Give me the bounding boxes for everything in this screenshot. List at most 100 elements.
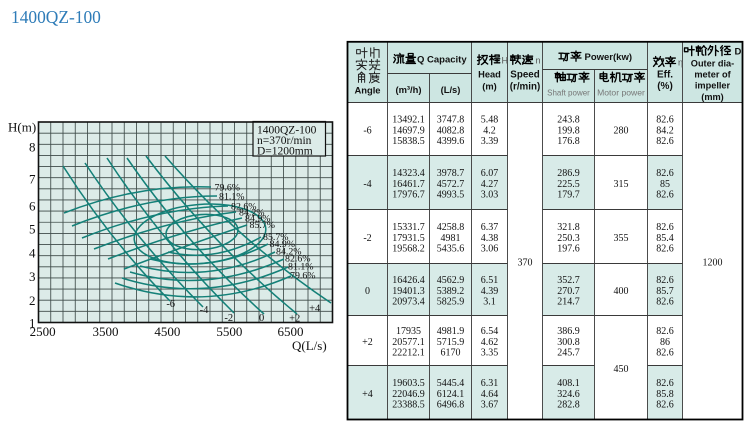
svg-text:5715.9: 5715.9 (437, 337, 465, 348)
svg-text:245.7: 245.7 (557, 348, 580, 359)
svg-text:82.6: 82.6 (656, 326, 674, 337)
svg-text:4.38: 4.38 (481, 233, 499, 244)
svg-text:4.2: 4.2 (483, 125, 496, 136)
svg-text:6170: 6170 (441, 348, 461, 359)
svg-text:1400QZ-100: 1400QZ-100 (11, 7, 101, 27)
svg-text:6.31: 6.31 (481, 378, 499, 389)
svg-text:Q(L/s): Q(L/s) (292, 338, 327, 353)
svg-text:-6: -6 (363, 125, 371, 136)
svg-text:15838.5: 15838.5 (392, 136, 425, 147)
svg-text:8: 8 (29, 140, 36, 155)
svg-text:17935: 17935 (396, 326, 421, 337)
svg-text:(m³/h): (m³/h) (395, 84, 421, 95)
svg-text:n: n (536, 56, 541, 66)
svg-text:+2: +2 (362, 337, 373, 348)
svg-text:5389.2: 5389.2 (437, 286, 465, 297)
svg-text:22046.9: 22046.9 (392, 389, 425, 400)
svg-text:282.8: 282.8 (557, 400, 580, 411)
svg-text:Speed: Speed (510, 70, 539, 81)
svg-text:19603.5: 19603.5 (392, 378, 425, 389)
svg-text:n=370r/min: n=370r/min (257, 135, 312, 147)
svg-text:82.6: 82.6 (656, 168, 674, 179)
svg-text:5435.6: 5435.6 (437, 244, 465, 255)
svg-text:3.35: 3.35 (481, 348, 499, 359)
svg-text:4.39: 4.39 (481, 286, 499, 297)
svg-text:3.39: 3.39 (481, 136, 499, 147)
svg-text:5445.4: 5445.4 (437, 378, 465, 389)
svg-text:3500: 3500 (93, 324, 119, 339)
svg-text:85.4: 85.4 (656, 233, 674, 244)
svg-text:7: 7 (29, 172, 36, 187)
svg-text:6124.1: 6124.1 (437, 389, 465, 400)
svg-text:H: H (502, 56, 509, 66)
svg-text:6.51: 6.51 (481, 275, 499, 286)
svg-text:1400QZ-100: 1400QZ-100 (257, 125, 317, 137)
svg-text:324.6: 324.6 (557, 389, 580, 400)
svg-text:4.62: 4.62 (481, 337, 499, 348)
svg-text:81.1%: 81.1% (288, 262, 314, 273)
svg-text:82.6: 82.6 (656, 378, 674, 389)
svg-text:2: 2 (29, 293, 36, 308)
svg-text:321.8: 321.8 (557, 222, 580, 233)
svg-text:η: η (678, 58, 683, 68)
svg-text:82.6: 82.6 (656, 400, 674, 411)
svg-text:2500: 2500 (30, 324, 56, 339)
svg-text:85.7%: 85.7% (263, 232, 289, 243)
svg-text:20577.1: 20577.1 (392, 337, 425, 348)
svg-text:(r/min): (r/min) (510, 82, 540, 93)
svg-text:4.64: 4.64 (481, 389, 499, 400)
svg-text:5825.9: 5825.9 (437, 297, 465, 308)
svg-text:82.6: 82.6 (656, 348, 674, 359)
svg-text:17976.7: 17976.7 (392, 190, 425, 201)
svg-text:6.37: 6.37 (481, 222, 499, 233)
svg-text:84.9%: 84.9% (270, 239, 296, 250)
svg-text:17931.5: 17931.5 (392, 233, 425, 244)
svg-text:15331.7: 15331.7 (392, 222, 425, 233)
svg-text:4562.9: 4562.9 (437, 275, 465, 286)
svg-text:4258.8: 4258.8 (437, 222, 465, 233)
svg-text:meter of: meter of (694, 70, 731, 80)
svg-text:4082.8: 4082.8 (437, 125, 465, 136)
svg-text:3.1: 3.1 (483, 297, 496, 308)
svg-text:84.9%: 84.9% (245, 214, 271, 225)
svg-text:214.7: 214.7 (557, 297, 580, 308)
svg-text:84.2%: 84.2% (239, 208, 265, 219)
svg-text:16426.4: 16426.4 (392, 275, 425, 286)
svg-text:4399.6: 4399.6 (437, 136, 465, 147)
svg-text:4981: 4981 (441, 233, 461, 244)
svg-text:20973.4: 20973.4 (392, 297, 425, 308)
svg-text:82.6: 82.6 (656, 115, 674, 126)
svg-text:3.67: 3.67 (481, 400, 499, 411)
svg-text:+2: +2 (289, 314, 300, 325)
svg-text:199.8: 199.8 (557, 125, 580, 136)
svg-text:82.6%: 82.6% (231, 202, 257, 213)
svg-text:179.7: 179.7 (557, 190, 580, 201)
svg-text:82.6: 82.6 (656, 244, 674, 255)
svg-text:6.07: 6.07 (481, 168, 499, 179)
svg-text:(mm): (mm) (701, 92, 723, 102)
svg-text:Angle: Angle (354, 85, 380, 96)
svg-text:355: 355 (614, 233, 629, 244)
svg-text:250.3: 250.3 (557, 233, 580, 244)
svg-text:Eff.: Eff. (657, 70, 673, 81)
svg-text:197.6: 197.6 (557, 244, 580, 255)
svg-text:84.2%: 84.2% (276, 247, 302, 258)
svg-text:6496.8: 6496.8 (437, 400, 465, 411)
svg-text:84.2: 84.2 (656, 125, 674, 136)
svg-text:408.1: 408.1 (557, 378, 580, 389)
svg-text:Q Capacity: Q Capacity (417, 54, 467, 65)
svg-text:243.8: 243.8 (557, 115, 580, 126)
svg-text:450: 450 (614, 364, 629, 375)
svg-text:Shaft power: Shaft power (547, 89, 590, 98)
svg-text:-6: -6 (166, 299, 175, 310)
svg-text:H(m): H(m) (8, 120, 36, 135)
svg-text:Power(kw): Power(kw) (585, 52, 633, 63)
svg-text:D: D (735, 47, 742, 58)
svg-text:13492.1: 13492.1 (392, 115, 425, 126)
svg-text:5500: 5500 (216, 324, 242, 339)
svg-text:82.6: 82.6 (656, 190, 674, 201)
svg-text:82.6: 82.6 (656, 275, 674, 286)
svg-text:4.27: 4.27 (481, 179, 499, 190)
svg-text:85.8: 85.8 (656, 389, 674, 400)
svg-text:+4: +4 (362, 389, 373, 400)
